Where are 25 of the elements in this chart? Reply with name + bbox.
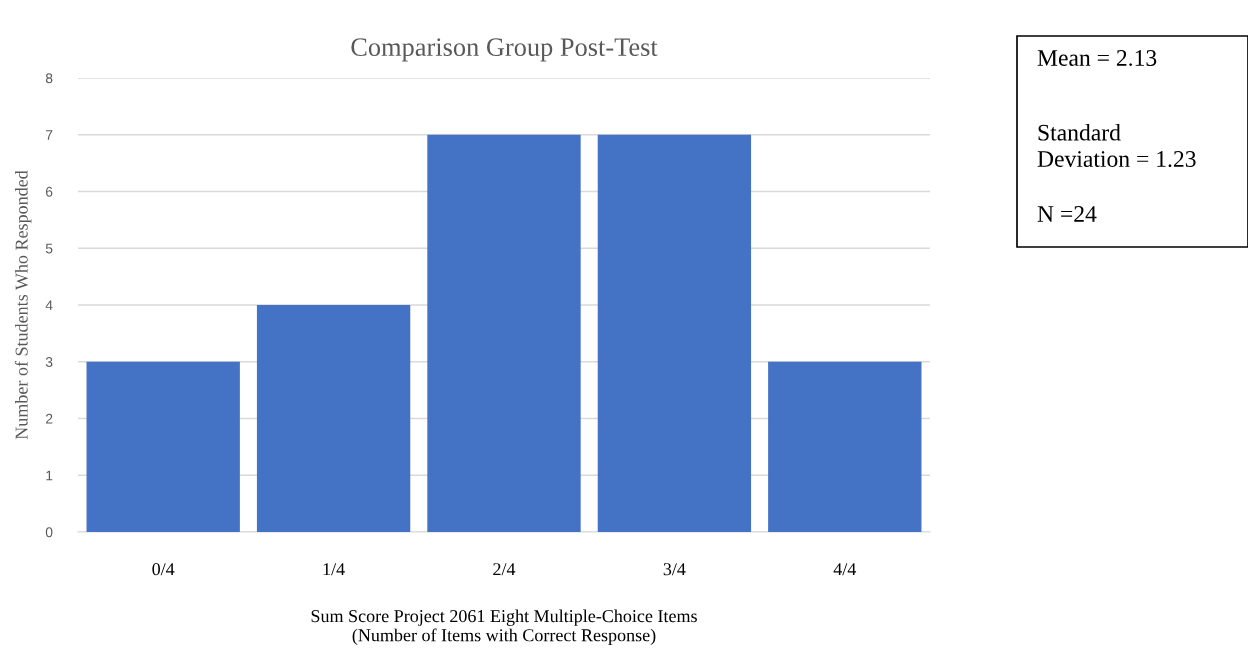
y-tick-label: 8	[45, 73, 53, 84]
text: Mean = 2.13	[1037, 50, 1157, 67]
y-tick-label: 4	[45, 300, 53, 311]
text: Standard Deviation = 1.23	[1037, 124, 1196, 168]
y-tick-label: 6	[45, 186, 53, 197]
y-tick-label: 0	[45, 527, 53, 538]
x-tick-label: 0/4	[152, 563, 175, 576]
text: N =24	[1037, 206, 1097, 222]
bar	[427, 134, 581, 532]
bar	[597, 134, 752, 532]
x-axis-title: Sum Score Project 2061 Eight Multiple-Choice Items (Number of Items with Correct Response)	[311, 609, 697, 646]
y-tick-label: 5	[45, 243, 53, 254]
x-tick-label: 4/4	[833, 563, 857, 576]
bar	[768, 361, 922, 532]
x-tick-label: 1/4	[323, 563, 345, 576]
y-tick-label: 7	[45, 130, 53, 140]
x-tick-label: 2/4	[493, 563, 516, 576]
y-axis-title: Number of Students Who Responded	[14, 170, 32, 440]
y-tick-label: 1	[46, 470, 53, 481]
chart-title: Comparison Group Post-Test	[351, 38, 658, 62]
y-tick-label: 2	[45, 413, 53, 424]
x-tick-label: 3/4	[663, 563, 686, 576]
bar	[86, 361, 240, 532]
bar	[256, 305, 411, 532]
y-tick-label: 3	[45, 357, 53, 367]
